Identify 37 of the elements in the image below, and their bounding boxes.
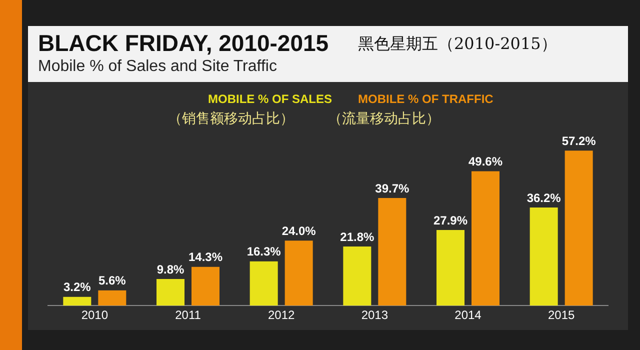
text: MOBILE % OF TRAFFIC [358, 92, 494, 106]
data-label: 24.0% [282, 224, 316, 238]
bar [530, 208, 558, 306]
text: MOBILE % OF SALES [208, 92, 332, 106]
data-label: 49.6% [468, 154, 503, 169]
bar [564, 150, 593, 306]
data-label: 9.8% [156, 262, 184, 276]
x-tick-label: 2012 [268, 308, 296, 322]
text: （流量移动占比） [328, 110, 440, 128]
bar [192, 266, 220, 306]
x-tick-label: 2013 [361, 308, 388, 322]
data-label: 27.9% [433, 213, 468, 228]
bar [343, 246, 372, 306]
data-label: 3.2% [63, 280, 92, 294]
data-label: 39.7% [375, 181, 410, 196]
data-label: 14.3% [188, 250, 223, 264]
bar [284, 240, 313, 306]
x-tick-label: 2010 [81, 308, 108, 322]
bar [63, 296, 92, 306]
bar [436, 230, 464, 306]
text: 黑色星期五（2010-2015） [358, 34, 557, 55]
chart-title: BLACK FRIDAY, 2010-2015 [38, 30, 329, 57]
x-tick-label: 2014 [454, 308, 482, 322]
bar [156, 279, 184, 306]
data-label: 16.3% [246, 244, 282, 259]
data-label: 5.6% [98, 274, 126, 288]
bar [250, 261, 278, 306]
bar [98, 290, 126, 306]
chart-subtitle: Mobile % of Sales and Site Traffic [38, 58, 277, 76]
x-tick-label: 2011 [175, 308, 202, 322]
bar [472, 171, 500, 306]
x-tick-label: 2015 [548, 308, 576, 322]
bar [378, 198, 406, 306]
data-label: 36.2% [526, 190, 562, 205]
text: （销售额移动占比） [168, 110, 294, 128]
data-label: 57.2% [562, 134, 596, 148]
data-label: 21.8% [340, 230, 375, 244]
